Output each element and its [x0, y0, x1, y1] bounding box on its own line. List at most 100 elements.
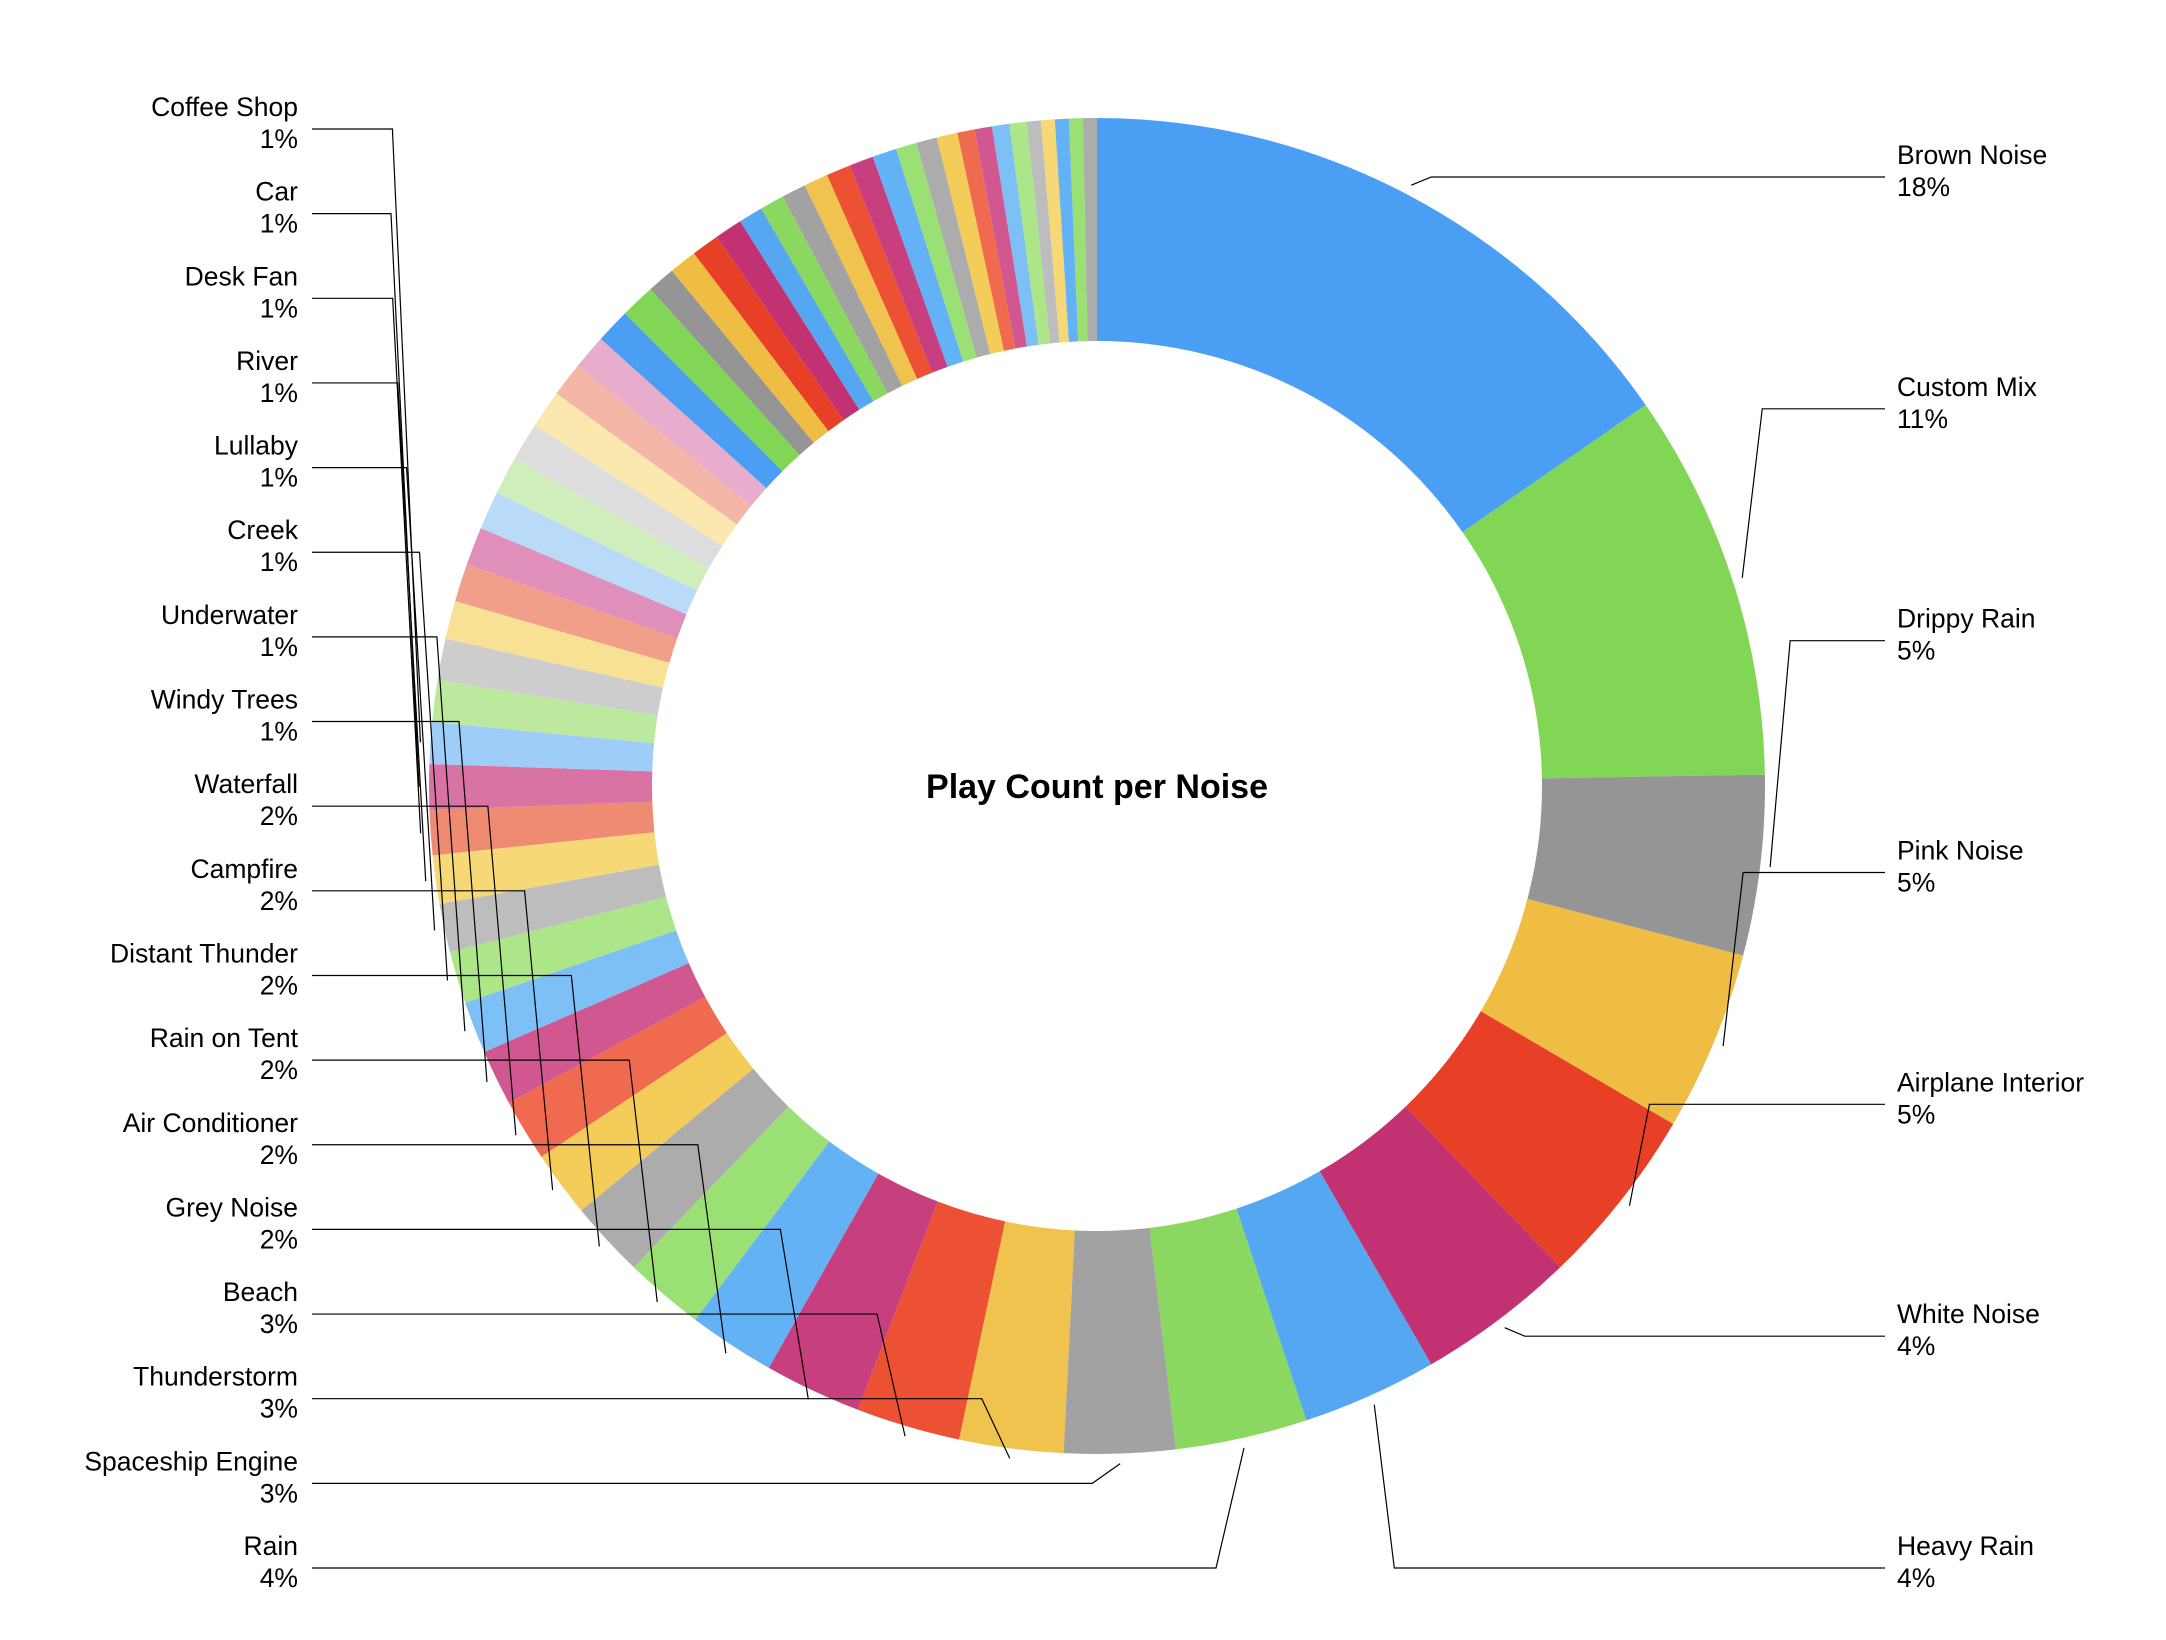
- slice-unlabeled-6: [496, 458, 710, 591]
- slice-label-windy-trees: Windy Trees: [151, 685, 298, 715]
- slice-label-white-noise: White Noise: [1897, 1299, 2040, 1329]
- leader-line-creek: [312, 551, 449, 981]
- slice-unlabeled-23: [872, 148, 964, 367]
- slice-grey-noise: [768, 1173, 938, 1410]
- slice-air-conditioner: [695, 1141, 879, 1368]
- slice-unlabeled-14: [671, 253, 829, 443]
- slice-unlabeled-4: [466, 528, 687, 639]
- slice-label-waterfall: Waterfall: [194, 769, 298, 799]
- slice-label-lullaby: Lullaby: [214, 431, 299, 461]
- slice-label-grey-noise: Grey Noise: [165, 1192, 298, 1222]
- slice-windy-trees: [484, 963, 706, 1103]
- slice-unlabeled-26: [936, 132, 1004, 354]
- slice-label-beach: Beach: [223, 1277, 298, 1307]
- slice-unlabeled-9: [556, 365, 752, 525]
- slice-rain-on-tent: [633, 1106, 830, 1320]
- leader-line-campfire: [312, 890, 554, 1191]
- leader-line-drippy-rain: [1769, 640, 1885, 868]
- leader-lines-group: [312, 128, 1885, 1569]
- slice-percent-lullaby: 1%: [260, 463, 298, 493]
- slice-percent-waterfall: 2%: [260, 801, 298, 831]
- slice-percent-brown-noise: 18%: [1897, 172, 1950, 202]
- slice-percent-beach: 3%: [260, 1309, 298, 1339]
- slice-percent-desk-fan: 1%: [260, 293, 298, 323]
- slice-desk-fan: [429, 801, 655, 856]
- slice-label-heavy-rain: Heavy Rain: [1897, 1531, 2034, 1561]
- slice-label-creek: Creek: [227, 515, 298, 545]
- slice-unlabeled-32: [1040, 119, 1069, 343]
- slice-label-river: River: [236, 346, 298, 376]
- slice-unlabeled-34: [1068, 118, 1088, 342]
- slice-label-drippy-rain: Drippy Rain: [1897, 604, 2035, 634]
- slice-percent-heavy-rain: 4%: [1897, 1563, 1935, 1593]
- slice-label-custom-mix: Custom Mix: [1897, 372, 2037, 402]
- leader-line-underwater: [312, 636, 466, 1032]
- slice-unlabeled-15: [693, 236, 844, 432]
- leader-line-pink-noise: [1722, 871, 1885, 1047]
- slice-percent-rain-on-tent: 2%: [260, 1055, 298, 1085]
- slice-unlabeled-12: [624, 289, 800, 472]
- slice-drippy-rain: [1527, 774, 1765, 956]
- leader-line-grey-noise: [312, 1228, 809, 1400]
- chart-title: Play Count per Noise: [926, 768, 1268, 806]
- slice-percent-underwater: 1%: [260, 632, 298, 662]
- slice-unlabeled-13: [650, 270, 814, 456]
- slice-label-rain-on-tent: Rain on Tent: [150, 1023, 299, 1053]
- leader-line-rain-on-tent: [312, 1059, 658, 1303]
- leader-line-rain: [312, 1447, 1245, 1569]
- leader-line-airplane-interior: [1628, 1103, 1885, 1206]
- leader-line-river: [312, 382, 427, 882]
- slice-pink-noise: [1480, 899, 1744, 1125]
- slice-unlabeled-30: [1009, 121, 1051, 345]
- slice-unlabeled-35: [1082, 118, 1097, 342]
- slice-unlabeled-1: [437, 638, 663, 716]
- slice-unlabeled-18: [761, 196, 888, 402]
- leader-line-heavy-rain: [1373, 1404, 1885, 1569]
- slice-unlabeled-3: [455, 564, 678, 663]
- slice-unlabeled-7: [514, 425, 723, 568]
- slice-label-thunderstorm: Thunderstorm: [133, 1362, 298, 1392]
- slice-label-distant-thunder: Distant Thunder: [110, 938, 298, 968]
- slice-river: [432, 832, 660, 905]
- slice-distant-thunder: [581, 1068, 789, 1268]
- leader-line-white-noise: [1504, 1327, 1885, 1337]
- slice-creek: [450, 896, 677, 1003]
- slice-unlabeled-5: [480, 492, 698, 615]
- slice-underwater: [465, 930, 689, 1052]
- slice-unlabeled-2: [445, 601, 670, 688]
- slice-unlabeled-25: [916, 137, 991, 358]
- slice-percent-river: 1%: [260, 378, 298, 408]
- slice-coffee-shop: [429, 721, 655, 772]
- slice-percent-airplane-interior: 5%: [1897, 1099, 1935, 1129]
- slice-unlabeled-20: [804, 174, 918, 386]
- slice-percent-windy-trees: 1%: [260, 717, 298, 747]
- leader-line-spaceship-engine: [312, 1463, 1121, 1484]
- slice-rain: [1149, 1208, 1307, 1450]
- leader-line-lullaby: [312, 466, 436, 931]
- slice-unlabeled-21: [827, 165, 933, 379]
- slice-unlabeled-8: [534, 393, 737, 546]
- leader-line-brown-noise: [1411, 176, 1885, 186]
- slice-label-campfire: Campfire: [190, 854, 298, 884]
- slice-label-airplane-interior: Airplane Interior: [1897, 1067, 2084, 1097]
- slice-percent-thunderstorm: 3%: [260, 1394, 298, 1424]
- slice-unlabeled-22: [849, 156, 948, 373]
- slice-unlabeled-29: [991, 123, 1039, 347]
- leader-line-beach: [312, 1313, 906, 1437]
- slice-percent-air-conditioner: 2%: [260, 1140, 298, 1170]
- slice-percent-grey-noise: 2%: [260, 1224, 298, 1254]
- slice-label-rain: Rain: [243, 1531, 298, 1561]
- slice-car: [429, 764, 653, 810]
- leader-line-coffee-shop: [312, 128, 422, 743]
- slice-percent-spaceship-engine: 3%: [260, 1478, 298, 1508]
- slice-label-pink-noise: Pink Noise: [1897, 836, 2024, 866]
- slice-label-air-conditioner: Air Conditioner: [123, 1108, 298, 1138]
- slice-spaceship-engine: [1063, 1227, 1176, 1455]
- slice-percent-coffee-shop: 1%: [260, 124, 298, 154]
- slice-unlabeled-27: [957, 129, 1016, 351]
- leader-line-windy-trees: [312, 720, 488, 1082]
- slice-percent-creek: 1%: [260, 547, 298, 577]
- slice-percent-pink-noise: 5%: [1897, 868, 1935, 898]
